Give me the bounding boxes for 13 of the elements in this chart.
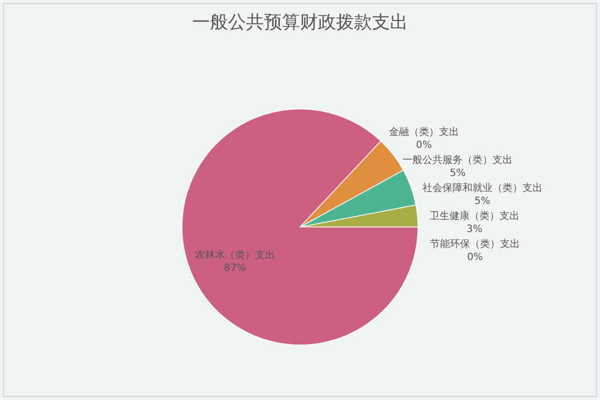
text: 0% [416, 140, 432, 152]
data-label: 87% [224, 263, 246, 274]
slice-label: 社会保障和就业（类）支出 [422, 182, 542, 194]
data-label: 3% [466, 224, 482, 236]
slice-label: 卫生健康（类）支出 [429, 210, 520, 222]
category-label: 金融（类）支出 [388, 127, 459, 138]
data-label: 5% [474, 196, 490, 208]
category-label: 节能环保（类）支出 [430, 239, 520, 250]
slice-label: 农林水（类）支出 [195, 249, 276, 262]
slice-label: 一般公共服务（类）支出 [402, 154, 513, 166]
text: 0% [467, 252, 483, 264]
data-label: 5% [450, 168, 466, 180]
chart-title: 一般公共预算财政拨款支出 [192, 12, 408, 33]
